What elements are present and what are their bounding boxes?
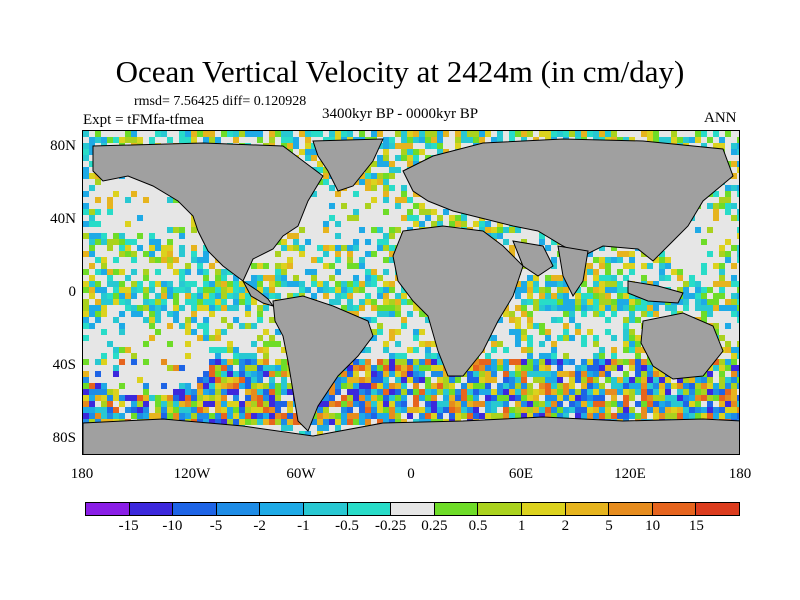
x-tick-180e: 180 (728, 466, 752, 482)
australia (640, 312, 724, 380)
map-panel (82, 130, 740, 455)
ocean-velocity-map (83, 131, 739, 454)
colorbar-label: 0.5 (468, 518, 488, 534)
colorbar-label: -5 (209, 518, 223, 534)
colorbar-swatch (696, 503, 739, 515)
y-tick-80s: 80S (52, 430, 76, 446)
y-tick-40n: 40N (50, 211, 76, 227)
stats-text: rmsd= 7.56425 diff= 0.120928 (134, 94, 307, 109)
colorbar-swatch (216, 503, 261, 515)
north-america (92, 142, 324, 282)
greenland (312, 138, 384, 192)
land-layer (83, 138, 739, 454)
colorbar-swatch (260, 503, 304, 515)
colorbar (85, 502, 740, 516)
arabia (512, 240, 554, 277)
y-tick-0: 0 (68, 284, 77, 300)
experiment-label: Expt = tFMfa-tfmea (83, 112, 204, 128)
colorbar-label: 5 (605, 518, 613, 534)
colorbar-swatch (478, 503, 522, 515)
colorbar-label: -10 (162, 518, 183, 534)
x-tick-120e: 120E (614, 466, 646, 482)
x-tick-120w: 120W (173, 466, 211, 482)
colorbar-swatch (521, 503, 566, 515)
period-label: 3400kyr BP - 0000kyr BP (322, 106, 479, 122)
colorbar-label: -1 (297, 518, 310, 534)
colorbar-swatch (347, 503, 392, 515)
colorbar-label: -15 (118, 518, 139, 534)
y-tick-80n: 80N (50, 138, 76, 154)
colorbar-label: 15 (688, 518, 704, 534)
colorbar-label: 0.25 (421, 518, 448, 534)
colorbar-swatch (86, 503, 130, 515)
colorbar-label: -2 (253, 518, 266, 534)
x-tick-0: 0 (407, 466, 415, 482)
colorbar-swatch (434, 503, 479, 515)
colorbar-label: -0.25 (375, 518, 407, 534)
x-tick-180w: 180 (70, 466, 94, 482)
colorbar-swatch (652, 503, 697, 515)
colorbar-swatch (129, 503, 174, 515)
x-tick-60w: 60W (286, 466, 316, 482)
colorbar-swatch (565, 503, 610, 515)
colorbar-label: 1 (517, 518, 526, 534)
season-label: ANN (704, 110, 737, 126)
eurasia (402, 138, 734, 262)
india (557, 245, 589, 297)
map-title: Ocean Vertical Velocity at 2424m (in cm/… (115, 54, 685, 89)
antarctica (83, 416, 739, 454)
colorbar-label: 10 (645, 518, 661, 534)
south-america (272, 295, 374, 432)
colorbar-swatch (303, 503, 348, 515)
colorbar-swatch (609, 503, 653, 515)
colorbar-label: -0.5 (335, 518, 359, 534)
africa (392, 225, 524, 377)
colorbar-swatch (391, 503, 435, 515)
x-tick-60e: 60E (508, 466, 534, 482)
colorbar-swatch (173, 503, 217, 515)
y-tick-40s: 40S (52, 357, 76, 373)
maritime-continent (627, 280, 684, 304)
colorbar-label: 2 (561, 518, 570, 534)
